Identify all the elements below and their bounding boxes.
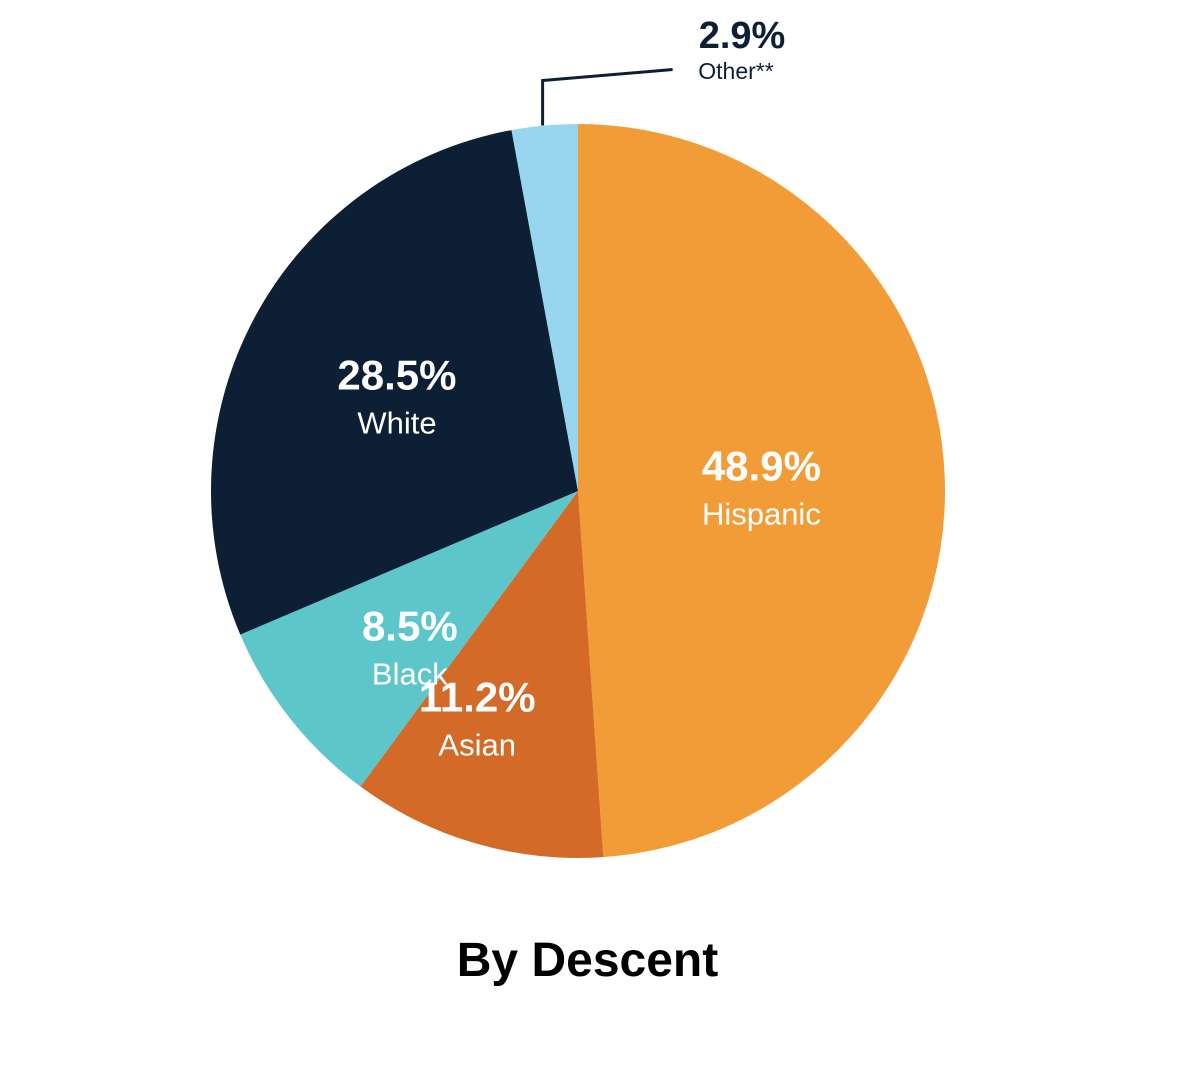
data-label-asian-value: 11.2% [419,673,536,720]
chart-title: By Descent [456,934,719,987]
data-label-white-category: White [357,406,436,441]
pie-slices [211,124,945,858]
other-callout-line [541,68,673,126]
data-label-hispanic-value: 48.9% [702,443,821,490]
data-label-other-value: 2.9% [699,15,786,57]
data-label-hispanic-category: Hispanic [702,497,821,532]
pie-slice-hispanic [578,124,945,858]
pie-slice-black [240,491,579,787]
data-label-black-value: 8.5% [362,602,458,649]
data-label-black-category: Black [372,656,448,691]
slice-labels: 48.9% Hispanic 11.2% Asian 8.5% Black 28.5% Whi… [337,352,821,763]
pie-slice-white [211,130,578,635]
other-callout: 2.9%Other** [541,15,786,126]
data-label-asian-category: Asian [438,727,516,762]
pie-slice-other [511,124,578,491]
data-label-white-value: 28.5% [337,352,456,399]
pie-slice-asian [360,491,604,858]
data-label-other-category: Other** [698,58,773,84]
